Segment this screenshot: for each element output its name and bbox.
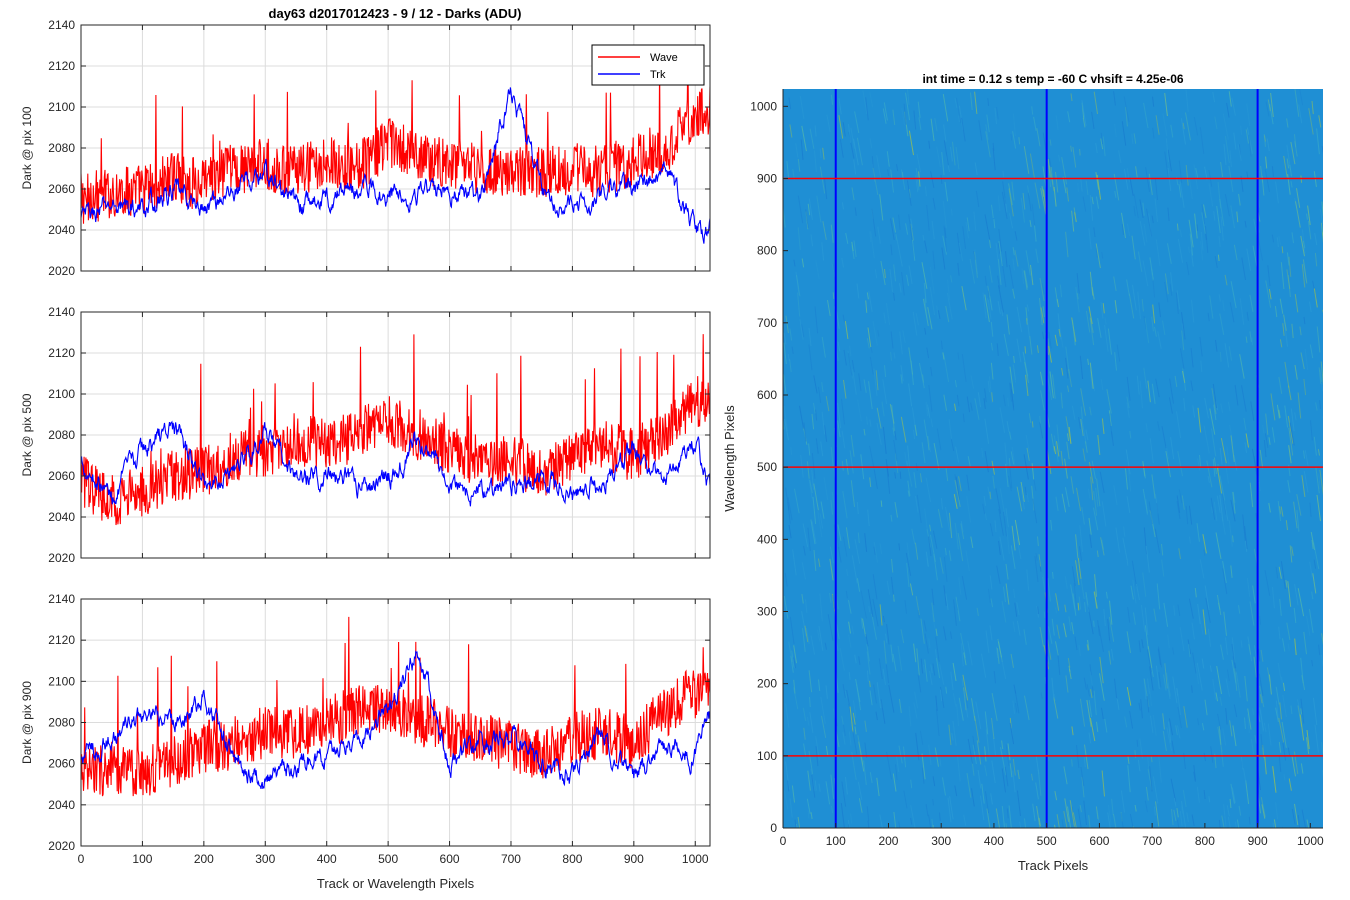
y-axis-label: Dark @ pix 100 bbox=[20, 106, 34, 189]
x-tick-label: 900 bbox=[1248, 834, 1268, 848]
x-tick-label: 500 bbox=[378, 852, 398, 866]
y-axis-label: Dark @ pix 900 bbox=[20, 681, 34, 764]
y-tick-label: 800 bbox=[757, 244, 777, 258]
x-tick-label: 200 bbox=[878, 834, 898, 848]
y-tick-label: 2140 bbox=[48, 305, 75, 319]
y-tick-label: 2040 bbox=[48, 798, 75, 812]
y-tick-label: 2140 bbox=[48, 592, 75, 606]
line-panel-pix-900: 0 100 200 300 400 500 600 700 800 900 1000 2020 2040… bbox=[20, 592, 711, 891]
y-tick-label: 2060 bbox=[48, 757, 75, 771]
y-tick-label: 900 bbox=[757, 171, 777, 185]
legend-label-trk: Trk bbox=[650, 69, 666, 81]
figure-title: day63 d2017012423 - 9 / 12 - Darks (ADU) bbox=[269, 6, 522, 21]
x-tick-label: 900 bbox=[624, 852, 644, 866]
x-tick-label: 600 bbox=[440, 852, 460, 866]
x-tick-label: 800 bbox=[1195, 834, 1215, 848]
x-tick-label: 600 bbox=[1089, 834, 1109, 848]
y-tick-label: 600 bbox=[757, 388, 777, 402]
x-tick-label: 500 bbox=[1037, 834, 1057, 848]
series-line-wave bbox=[81, 616, 710, 797]
series-line-wave bbox=[81, 46, 710, 224]
y-tick-label: 400 bbox=[757, 532, 777, 546]
y-tick-label: 100 bbox=[757, 749, 777, 763]
y-tick-label: 2020 bbox=[48, 551, 75, 565]
x-tick-label: 1000 bbox=[1297, 834, 1324, 848]
heatmap-title: int time = 0.12 s temp = -60 C vhsift = … bbox=[922, 72, 1183, 86]
y-tick-label: 2060 bbox=[48, 182, 75, 196]
legend: Wave Trk bbox=[591, 44, 705, 86]
heatmap-texture bbox=[783, 89, 1323, 828]
x-tick-label: 300 bbox=[931, 834, 951, 848]
y-tick-label: 2040 bbox=[48, 510, 75, 524]
y-tick-label: 2080 bbox=[48, 141, 75, 155]
heatmap-image bbox=[783, 89, 1323, 828]
series-line-trk bbox=[81, 420, 710, 507]
y-tick-label: 2080 bbox=[48, 716, 75, 730]
x-axis-label: Track or Wavelength Pixels bbox=[317, 876, 475, 891]
x-tick-label: 1000 bbox=[682, 852, 709, 866]
x-tick-label: 0 bbox=[78, 852, 85, 866]
y-tick-label: 500 bbox=[757, 460, 777, 474]
y-tick-label: 2080 bbox=[48, 428, 75, 442]
x-tick-label: 0 bbox=[780, 834, 787, 848]
y-tick-label: 300 bbox=[757, 604, 777, 618]
y-tick-label: 2120 bbox=[48, 346, 75, 360]
y-tick-label: 700 bbox=[757, 316, 777, 330]
x-tick-label: 200 bbox=[194, 852, 214, 866]
series-line-trk bbox=[81, 87, 710, 244]
x-tick-label: 400 bbox=[317, 852, 337, 866]
y-tick-label: 2020 bbox=[48, 264, 75, 278]
line-panel-pix-500: 2020 2040 2060 2080 2100 2120 2140 Dark @ pix 5… bbox=[20, 305, 711, 565]
y-tick-label: 1000 bbox=[750, 99, 777, 113]
y-tick-label: 2100 bbox=[48, 387, 75, 401]
y-tick-label: 2120 bbox=[48, 633, 75, 647]
legend-label-wave: Wave bbox=[650, 52, 678, 64]
x-tick-label: 700 bbox=[1142, 834, 1162, 848]
y-tick-label: 0 bbox=[770, 821, 777, 835]
y-tick-label: 2140 bbox=[48, 18, 75, 32]
y-tick-label: 2020 bbox=[48, 839, 75, 853]
y-tick-label: 200 bbox=[757, 677, 777, 691]
y-tick-label: 2100 bbox=[48, 674, 75, 688]
x-tick-label: 300 bbox=[255, 852, 275, 866]
x-tick-label: 800 bbox=[562, 852, 582, 866]
y-tick-label: 2060 bbox=[48, 469, 75, 483]
legend-box bbox=[591, 44, 705, 86]
y-tick-label: 2100 bbox=[48, 100, 75, 114]
y-axis-label: Dark @ pix 500 bbox=[20, 393, 34, 476]
x-axis-label: Track Pixels bbox=[1018, 858, 1089, 873]
series-line-wave bbox=[81, 334, 710, 526]
x-tick-label: 100 bbox=[132, 852, 152, 866]
y-axis-label: Wavelength Pixels bbox=[722, 405, 737, 512]
heatmap-panel: 0 100 200 300 400 500 600 700 800 900 1000 0 100 200 3… bbox=[722, 72, 1324, 873]
y-tick-label: 2040 bbox=[48, 223, 75, 237]
series-line-trk bbox=[81, 650, 710, 790]
x-tick-label: 700 bbox=[501, 852, 521, 866]
y-tick-label: 2120 bbox=[48, 59, 75, 73]
x-tick-label: 100 bbox=[826, 834, 846, 848]
x-tick-label: 400 bbox=[984, 834, 1004, 848]
